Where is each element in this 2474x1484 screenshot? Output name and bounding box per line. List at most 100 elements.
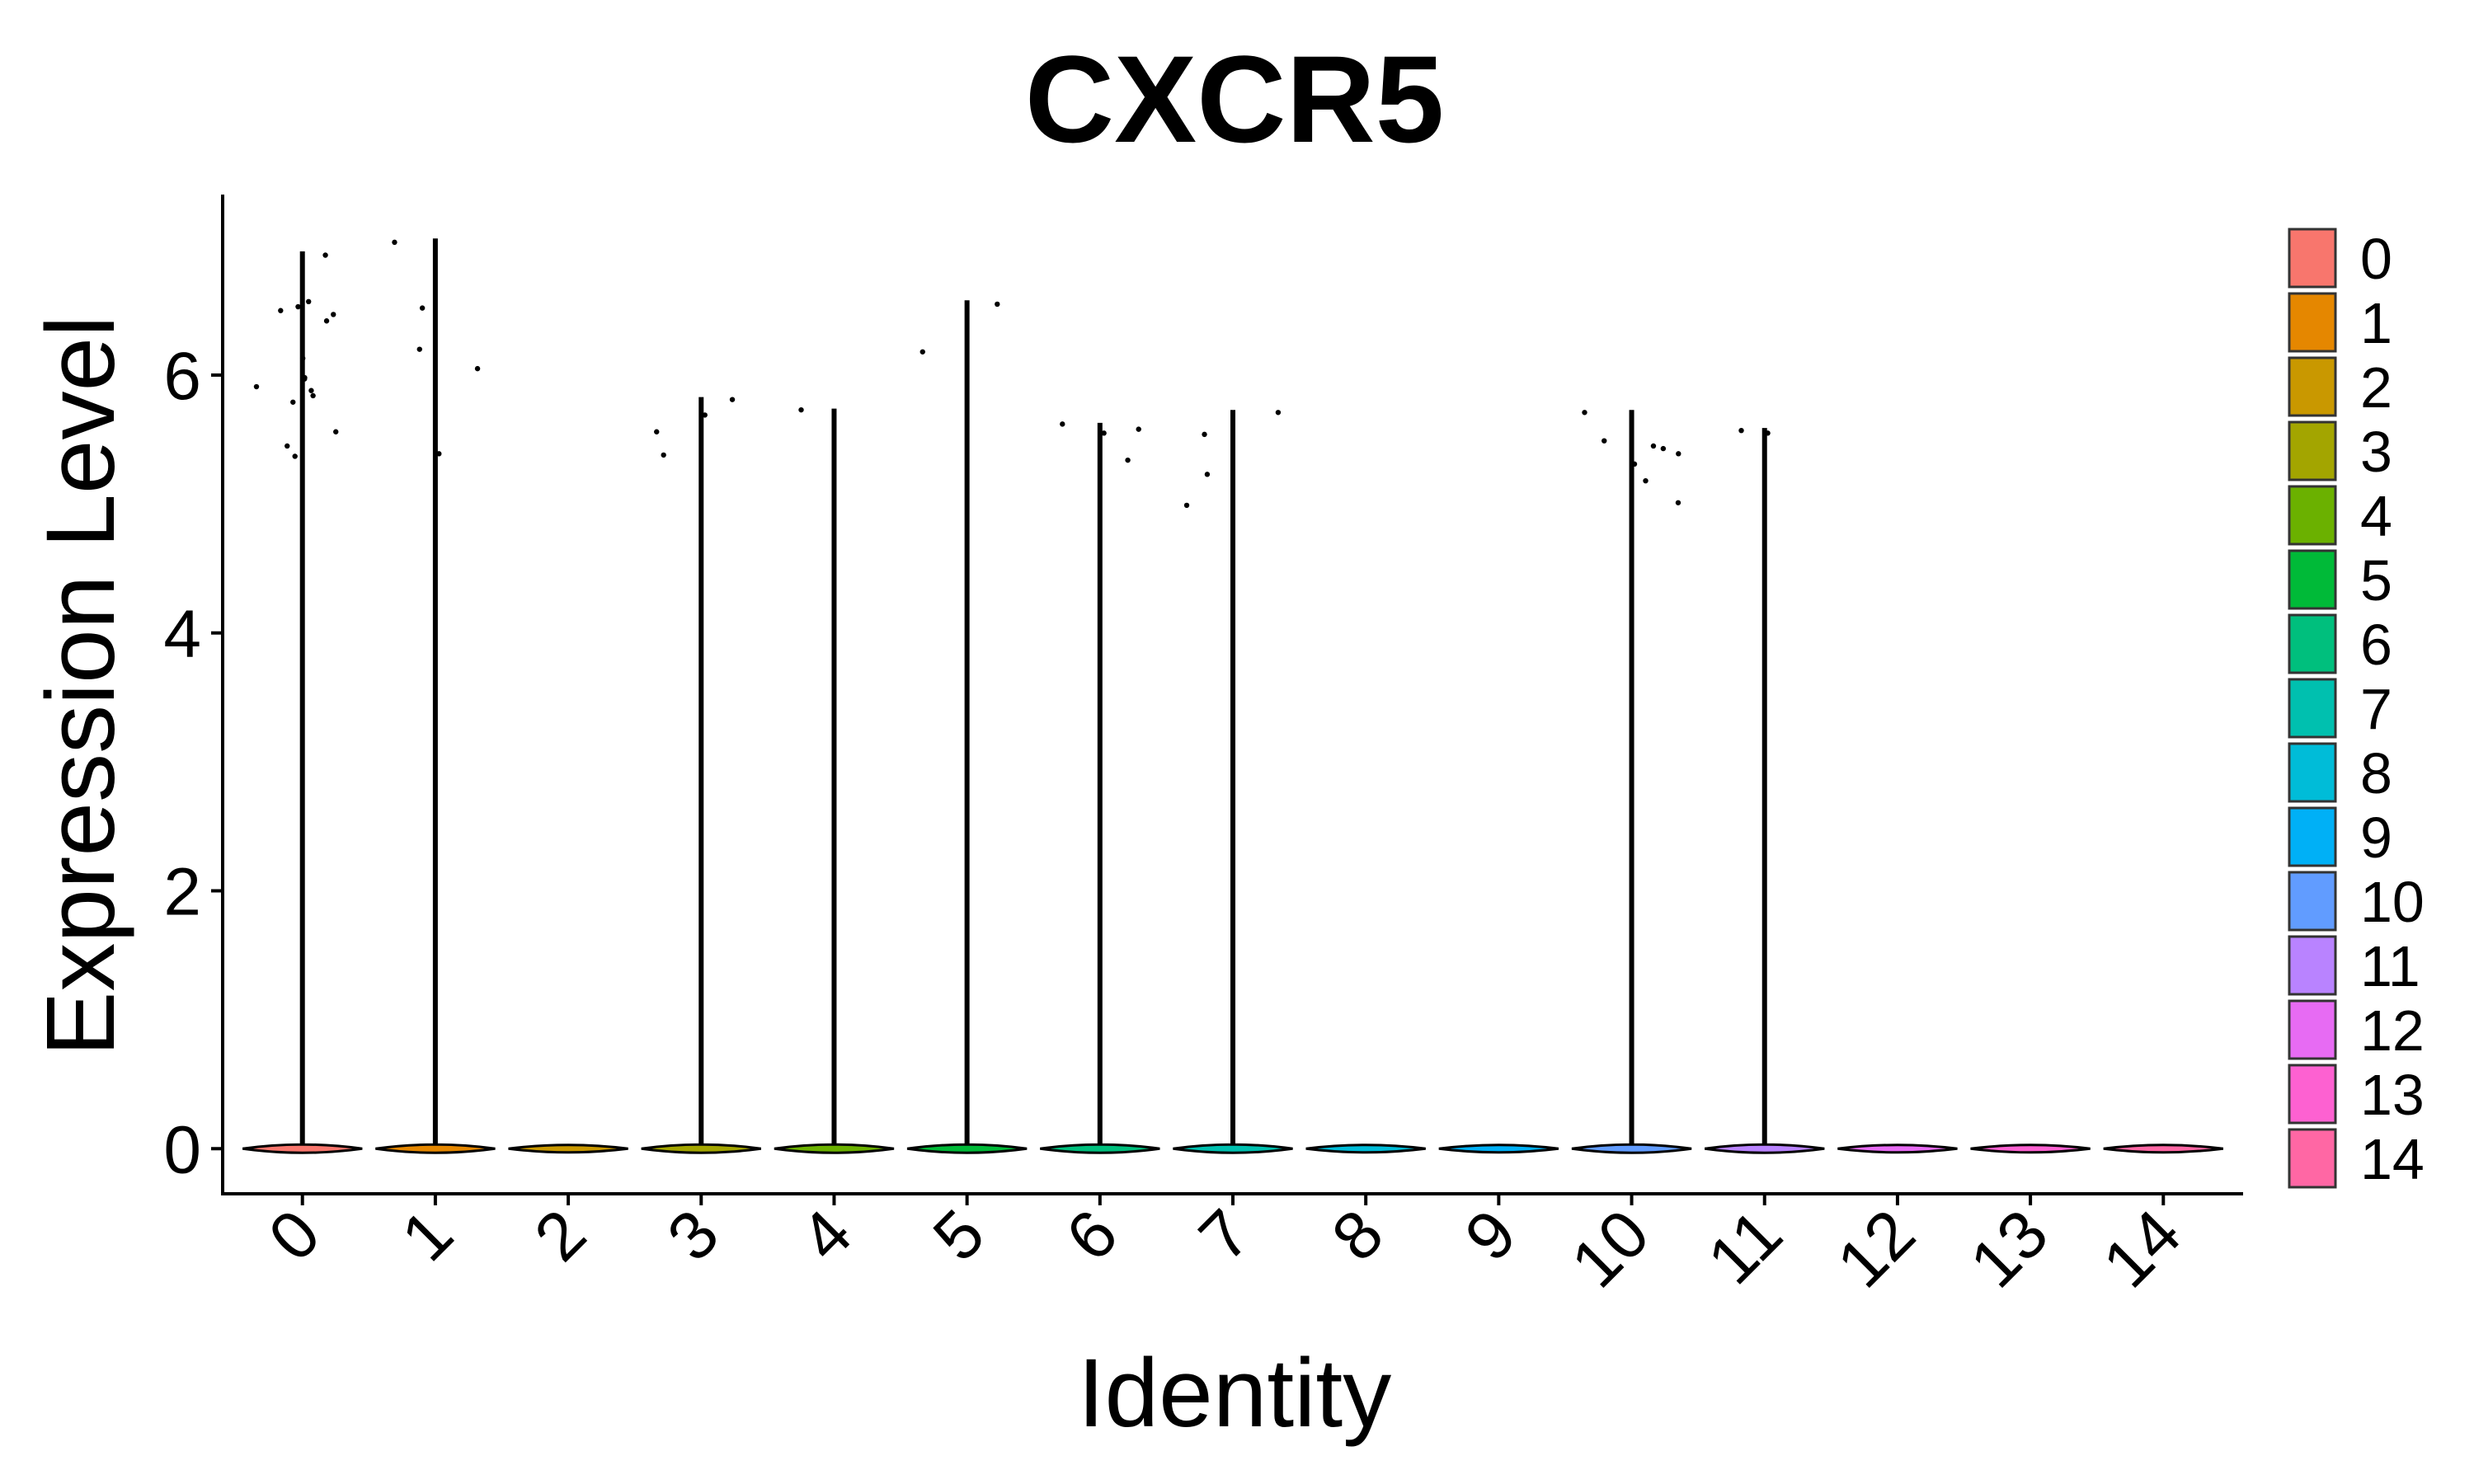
x-tick-label: 1: [388, 1195, 468, 1275]
legend-key-13: [2288, 1064, 2337, 1125]
legend-key-2: [2288, 356, 2337, 417]
x-tick-label: 14: [2089, 1195, 2195, 1302]
legend-label: 8: [2360, 741, 2392, 805]
data-point: [1660, 445, 1667, 452]
x-tick-label: 6: [1052, 1195, 1132, 1275]
data-point: [1765, 430, 1771, 436]
data-point: [292, 453, 298, 459]
data-point: [1183, 502, 1190, 509]
violin-12: [1837, 1144, 1958, 1154]
x-tick-label: 2: [520, 1195, 600, 1275]
data-point: [305, 298, 312, 305]
x-tick-label: 12: [1823, 1195, 1930, 1302]
data-point: [661, 452, 666, 458]
violin-13: [1970, 1144, 2091, 1154]
violin-7: [1173, 410, 1293, 1154]
violin-0: [242, 251, 363, 1154]
data-point: [392, 239, 397, 246]
data-point: [920, 349, 925, 355]
legend-label: 3: [2360, 420, 2392, 484]
legend-label: 12: [2360, 998, 2425, 1063]
data-point: [474, 365, 481, 372]
y-tick-label: 2: [163, 854, 201, 929]
y-tick-label: 0: [163, 1112, 201, 1187]
x-tick-label: 8: [1318, 1195, 1398, 1275]
data-point: [285, 443, 290, 449]
data-point: [308, 387, 314, 393]
x-tick-label: 13: [1956, 1195, 2062, 1302]
violin-14: [2103, 1144, 2224, 1154]
legend-label: 14: [2360, 1127, 2425, 1191]
data-point: [702, 412, 708, 418]
y-tick-label: 4: [163, 597, 201, 672]
data-point: [290, 399, 296, 405]
data-point: [1136, 426, 1141, 432]
data-point: [798, 406, 804, 413]
legend-label: 11: [2360, 934, 2420, 998]
legend-key-9: [2288, 806, 2337, 867]
violin-8: [1305, 1144, 1426, 1154]
data-point: [436, 451, 442, 457]
data-point: [995, 301, 1000, 308]
violin-11: [1704, 428, 1825, 1154]
x-tick-label: 10: [1557, 1195, 1663, 1302]
legend-key-6: [2288, 613, 2337, 674]
legend-label: 4: [2360, 484, 2392, 548]
data-point: [1582, 410, 1587, 416]
legend-key-1: [2288, 292, 2337, 353]
data-point: [310, 392, 316, 399]
legend-key-0: [2288, 228, 2337, 289]
violin-4: [774, 408, 895, 1154]
data-point: [278, 308, 284, 313]
data-point: [1675, 500, 1681, 505]
data-point: [654, 429, 660, 434]
y-tick-label: 6: [163, 339, 201, 414]
legend-label: 10: [2360, 870, 2425, 934]
data-point: [299, 355, 306, 361]
x-tick-label: 3: [653, 1195, 733, 1275]
legend-label: 7: [2360, 677, 2392, 741]
x-axis-title: Identity: [1078, 1339, 1391, 1448]
data-point: [1125, 457, 1131, 463]
data-point: [1101, 430, 1107, 436]
violin-10: [1571, 410, 1692, 1154]
data-point: [1631, 461, 1638, 467]
data-point: [1060, 421, 1065, 427]
legend-label: 9: [2360, 805, 2392, 870]
legend-label: 5: [2360, 548, 2392, 613]
legend-key-10: [2288, 871, 2337, 932]
data-point: [1650, 443, 1657, 449]
legend-key-3: [2288, 420, 2337, 481]
data-point: [322, 252, 328, 258]
data-point: [253, 383, 260, 390]
x-tick-label: 5: [920, 1195, 999, 1275]
data-point: [416, 346, 422, 352]
data-point: [1643, 477, 1649, 484]
x-tick-label: 0: [255, 1195, 335, 1275]
legend-label: 6: [2360, 613, 2392, 677]
data-point: [331, 312, 336, 317]
data-point: [333, 429, 339, 434]
violin-1: [375, 238, 496, 1154]
chart-title: CXCR5: [1025, 30, 1444, 168]
legend-key-11: [2288, 935, 2337, 996]
data-point: [1275, 410, 1282, 416]
y-axis-title: Expression Level: [26, 316, 135, 1057]
legend-label: 2: [2360, 355, 2392, 420]
data-point: [1202, 431, 1207, 438]
data-point: [1204, 472, 1211, 477]
legend-key-7: [2288, 678, 2337, 739]
x-tick-label: 9: [1451, 1195, 1531, 1275]
legend-key-5: [2288, 549, 2337, 610]
data-point: [419, 305, 426, 311]
data-point: [323, 318, 330, 324]
violin-6: [1040, 422, 1160, 1154]
legend-key-14: [2288, 1128, 2337, 1189]
legend-key-12: [2288, 999, 2337, 1060]
data-point: [295, 303, 301, 310]
data-point: [1676, 451, 1681, 457]
legend-label: 0: [2360, 227, 2392, 291]
